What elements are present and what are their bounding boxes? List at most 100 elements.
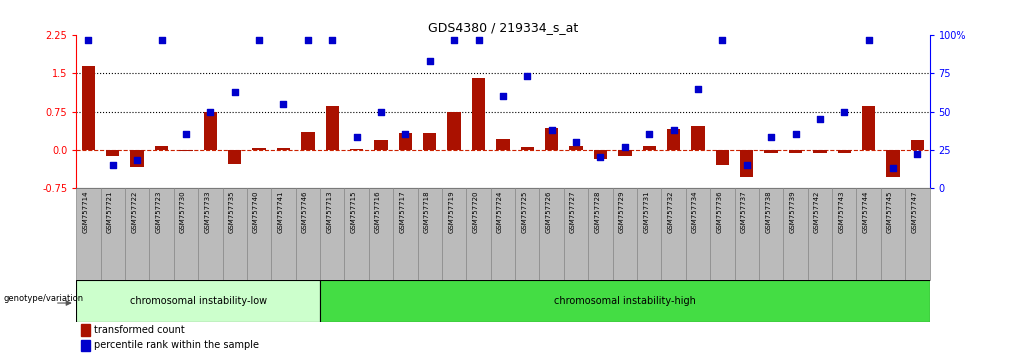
Text: GSM757721: GSM757721 xyxy=(107,190,113,233)
FancyBboxPatch shape xyxy=(856,188,881,280)
Point xyxy=(714,37,731,43)
Bar xyxy=(325,107,339,149)
Text: GSM757741: GSM757741 xyxy=(277,190,283,233)
Point xyxy=(641,132,657,137)
Text: GSM757726: GSM757726 xyxy=(546,190,552,233)
Point xyxy=(129,158,145,163)
Bar xyxy=(813,149,827,153)
FancyBboxPatch shape xyxy=(149,188,174,280)
Point xyxy=(105,162,121,168)
Point xyxy=(763,135,779,140)
FancyBboxPatch shape xyxy=(198,188,223,280)
FancyBboxPatch shape xyxy=(832,188,856,280)
FancyBboxPatch shape xyxy=(661,188,686,280)
Bar xyxy=(81,340,90,351)
Bar xyxy=(691,126,705,149)
Bar xyxy=(301,132,315,149)
Point xyxy=(665,127,682,133)
Point xyxy=(446,37,462,43)
Text: GSM757715: GSM757715 xyxy=(351,190,357,233)
Bar xyxy=(788,149,803,153)
Point xyxy=(324,37,340,43)
Text: GSM757718: GSM757718 xyxy=(424,190,430,233)
FancyBboxPatch shape xyxy=(564,188,588,280)
FancyBboxPatch shape xyxy=(101,188,125,280)
FancyBboxPatch shape xyxy=(686,188,710,280)
Text: GSM757742: GSM757742 xyxy=(814,190,820,233)
Point xyxy=(275,101,292,107)
FancyBboxPatch shape xyxy=(759,188,783,280)
Text: GSM757744: GSM757744 xyxy=(863,190,869,233)
FancyBboxPatch shape xyxy=(637,188,661,280)
FancyBboxPatch shape xyxy=(539,188,564,280)
FancyBboxPatch shape xyxy=(320,280,930,322)
FancyBboxPatch shape xyxy=(442,188,466,280)
Text: GSM757716: GSM757716 xyxy=(375,190,381,233)
FancyBboxPatch shape xyxy=(76,188,101,280)
Text: chromosomal instability-high: chromosomal instability-high xyxy=(554,296,696,306)
Bar xyxy=(618,149,632,156)
Bar xyxy=(764,149,778,153)
FancyBboxPatch shape xyxy=(588,188,613,280)
Bar xyxy=(154,145,169,149)
Bar xyxy=(228,149,242,164)
Bar xyxy=(276,148,291,149)
Point xyxy=(348,135,365,140)
Bar xyxy=(81,324,90,336)
Text: GSM757740: GSM757740 xyxy=(253,190,259,233)
Bar xyxy=(106,149,120,156)
Point xyxy=(787,132,804,137)
Text: GSM757743: GSM757743 xyxy=(838,190,844,233)
Point xyxy=(470,37,487,43)
FancyBboxPatch shape xyxy=(491,188,515,280)
Text: GSM757727: GSM757727 xyxy=(570,190,576,233)
Text: GSM757732: GSM757732 xyxy=(668,190,674,233)
Point xyxy=(812,116,828,122)
FancyBboxPatch shape xyxy=(369,188,393,280)
Bar xyxy=(740,149,754,177)
Text: GSM757729: GSM757729 xyxy=(619,190,625,233)
FancyBboxPatch shape xyxy=(710,188,735,280)
Point xyxy=(592,154,609,160)
FancyBboxPatch shape xyxy=(393,188,418,280)
FancyBboxPatch shape xyxy=(296,188,320,280)
FancyBboxPatch shape xyxy=(247,188,271,280)
Text: percentile rank within the sample: percentile rank within the sample xyxy=(93,341,259,350)
Point xyxy=(495,93,511,99)
FancyBboxPatch shape xyxy=(223,188,247,280)
FancyBboxPatch shape xyxy=(125,188,149,280)
Title: GDS4380 / 219334_s_at: GDS4380 / 219334_s_at xyxy=(428,21,578,34)
Text: GSM757722: GSM757722 xyxy=(131,190,137,233)
Text: GSM757724: GSM757724 xyxy=(497,190,503,233)
Bar xyxy=(545,128,559,149)
Point xyxy=(202,109,218,114)
Bar xyxy=(203,112,217,149)
Text: chromosomal instability-low: chromosomal instability-low xyxy=(130,296,266,306)
FancyBboxPatch shape xyxy=(418,188,442,280)
Bar xyxy=(520,147,534,149)
Text: GSM757737: GSM757737 xyxy=(741,190,747,233)
Text: GSM757735: GSM757735 xyxy=(229,190,235,233)
Bar xyxy=(81,66,96,149)
Point xyxy=(739,162,755,168)
Bar xyxy=(642,145,656,149)
Text: GSM757720: GSM757720 xyxy=(472,190,479,233)
Text: GSM757733: GSM757733 xyxy=(204,190,210,233)
Bar xyxy=(910,141,925,149)
Text: GSM757746: GSM757746 xyxy=(302,190,308,233)
FancyBboxPatch shape xyxy=(783,188,808,280)
Point xyxy=(153,37,170,43)
Bar xyxy=(715,149,729,165)
Bar xyxy=(374,141,388,149)
FancyBboxPatch shape xyxy=(271,188,296,280)
Text: GSM757717: GSM757717 xyxy=(399,190,405,233)
FancyBboxPatch shape xyxy=(174,188,198,280)
Text: GSM757723: GSM757723 xyxy=(155,190,162,233)
Text: GSM757736: GSM757736 xyxy=(716,190,722,233)
Bar xyxy=(398,133,412,149)
Text: GSM757731: GSM757731 xyxy=(643,190,649,233)
FancyBboxPatch shape xyxy=(613,188,637,280)
Text: GSM757713: GSM757713 xyxy=(326,190,332,233)
Text: transformed count: transformed count xyxy=(93,325,185,335)
FancyBboxPatch shape xyxy=(466,188,491,280)
